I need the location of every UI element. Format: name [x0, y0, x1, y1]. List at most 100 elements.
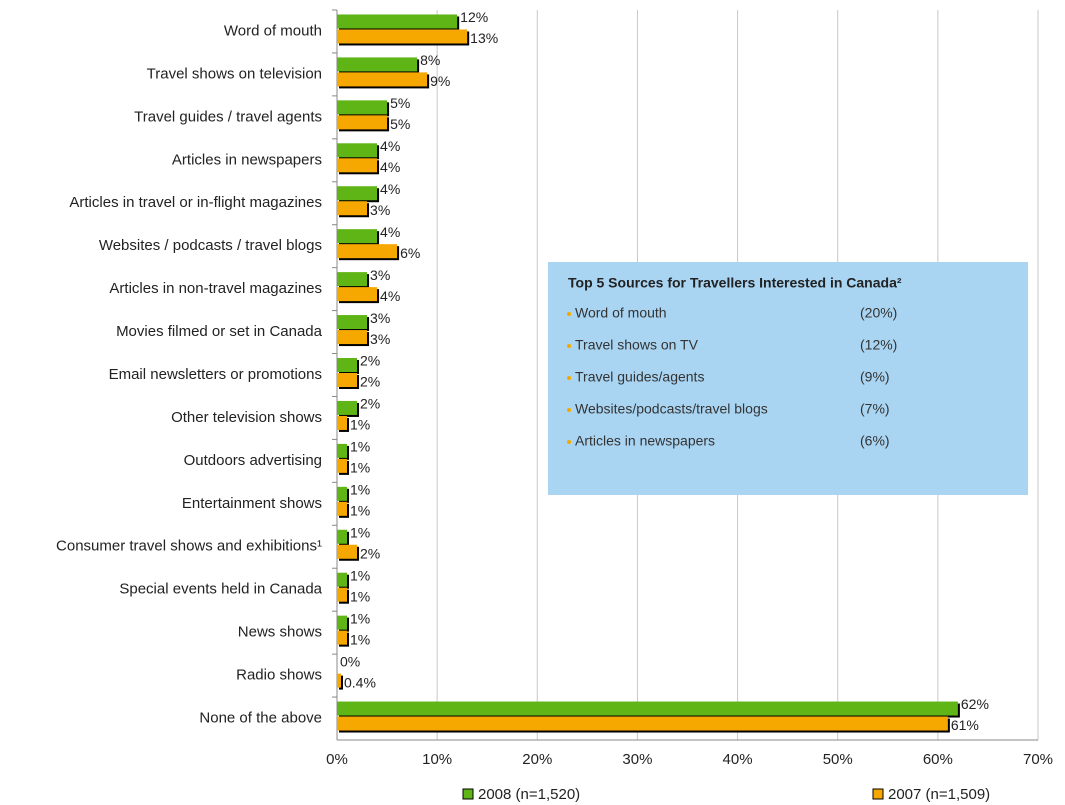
legend-swatch [462, 788, 474, 800]
inset-value: (6%) [860, 433, 890, 449]
value-label: 4% [380, 224, 400, 240]
bar [337, 501, 348, 516]
legend-swatch [872, 788, 884, 800]
bar [337, 358, 358, 372]
value-label: 1% [350, 482, 370, 498]
value-label: 1% [350, 588, 370, 604]
value-label: 1% [350, 460, 370, 476]
value-label: 3% [370, 202, 390, 218]
category-label: Travel shows on television [147, 65, 322, 82]
bullet [567, 312, 571, 316]
bar [337, 115, 388, 130]
bar [337, 229, 378, 244]
bar [337, 443, 348, 458]
value-label: 1% [350, 524, 370, 540]
bar [337, 415, 348, 430]
bar [337, 572, 348, 587]
legend-label: 2007 (n=1,509) [888, 786, 990, 803]
value-label: 5% [390, 116, 410, 132]
value-label: 4% [380, 138, 400, 154]
x-tick-label: 0% [326, 751, 348, 768]
category-label: Articles in travel or in-flight magazine… [69, 194, 322, 211]
bullet [567, 376, 571, 380]
value-label: 1% [350, 417, 370, 433]
value-label: 1% [350, 503, 370, 519]
value-label: 2% [360, 374, 380, 390]
bar [337, 615, 348, 630]
value-label: 5% [390, 95, 410, 111]
bar [337, 486, 348, 501]
value-label: 1% [350, 567, 370, 583]
bar [337, 630, 348, 645]
bar [337, 544, 358, 559]
category-label: Articles in newspapers [172, 151, 322, 168]
value-label: 12% [460, 9, 488, 25]
value-label: 61% [951, 717, 979, 733]
x-tick-label: 20% [522, 751, 552, 768]
value-label: 2% [360, 396, 380, 412]
inset-label: Websites/podcasts/travel blogs [575, 401, 768, 417]
x-tick-label: 40% [723, 751, 753, 768]
x-tick-label: 30% [622, 751, 652, 768]
bullet [567, 344, 571, 348]
bar [337, 330, 368, 345]
bar [337, 29, 468, 44]
bar [337, 14, 458, 29]
inset-label: Travel shows on TV [575, 337, 699, 353]
value-label: 3% [370, 331, 390, 347]
value-label: 1% [350, 631, 370, 647]
bar [337, 529, 348, 544]
legend-label: 2008 (n=1,520) [478, 786, 580, 803]
category-label: Websites / podcasts / travel blogs [99, 237, 322, 254]
category-label: Entertainment shows [182, 495, 322, 512]
value-label: 0.4% [344, 674, 376, 690]
value-label: 6% [400, 245, 420, 261]
bullet [567, 408, 571, 412]
bar [337, 673, 342, 688]
value-label: 4% [380, 159, 400, 175]
value-label: 13% [470, 30, 498, 46]
bar [337, 315, 368, 330]
bar [337, 373, 358, 387]
value-label: 1% [350, 439, 370, 455]
x-tick-label: 50% [823, 751, 853, 768]
category-label: News shows [238, 624, 322, 641]
category-label: Consumer travel shows and exhibitions¹ [56, 538, 322, 555]
x-tick-label: 70% [1023, 751, 1053, 768]
inset-label: Travel guides/agents [575, 369, 704, 385]
bar [337, 186, 378, 201]
bar [337, 587, 348, 602]
bar [337, 716, 948, 731]
value-label: 2% [360, 353, 380, 369]
category-label: None of the above [199, 709, 322, 726]
bar [337, 158, 378, 173]
category-label: Email newsletters or promotions [109, 366, 322, 383]
x-tick-label: 60% [923, 751, 953, 768]
inset-label: Word of mouth [575, 305, 667, 321]
category-label: Word of mouth [224, 22, 322, 39]
category-label: Travel guides / travel agents [134, 108, 322, 125]
bar [337, 201, 368, 216]
bar [337, 100, 388, 115]
bar [337, 287, 378, 302]
bar [337, 458, 348, 473]
bar [337, 72, 428, 87]
category-label: Movies filmed or set in Canada [116, 323, 323, 340]
bar [337, 701, 958, 716]
bar [337, 400, 358, 415]
category-label: Articles in non-travel magazines [109, 280, 322, 297]
value-label: 62% [961, 696, 989, 712]
value-label: 3% [370, 267, 390, 283]
bar [337, 272, 368, 287]
inset-value: (9%) [860, 369, 890, 385]
value-label: 9% [430, 73, 450, 89]
value-label: 3% [370, 310, 390, 326]
inset-value: (20%) [860, 305, 897, 321]
category-label: Other television shows [171, 409, 322, 426]
bar [337, 57, 418, 72]
value-label: 4% [380, 181, 400, 197]
value-label: 2% [360, 545, 380, 561]
category-label: Radio shows [236, 667, 322, 684]
inset-title: Top 5 Sources for Travellers Interested … [568, 275, 902, 291]
